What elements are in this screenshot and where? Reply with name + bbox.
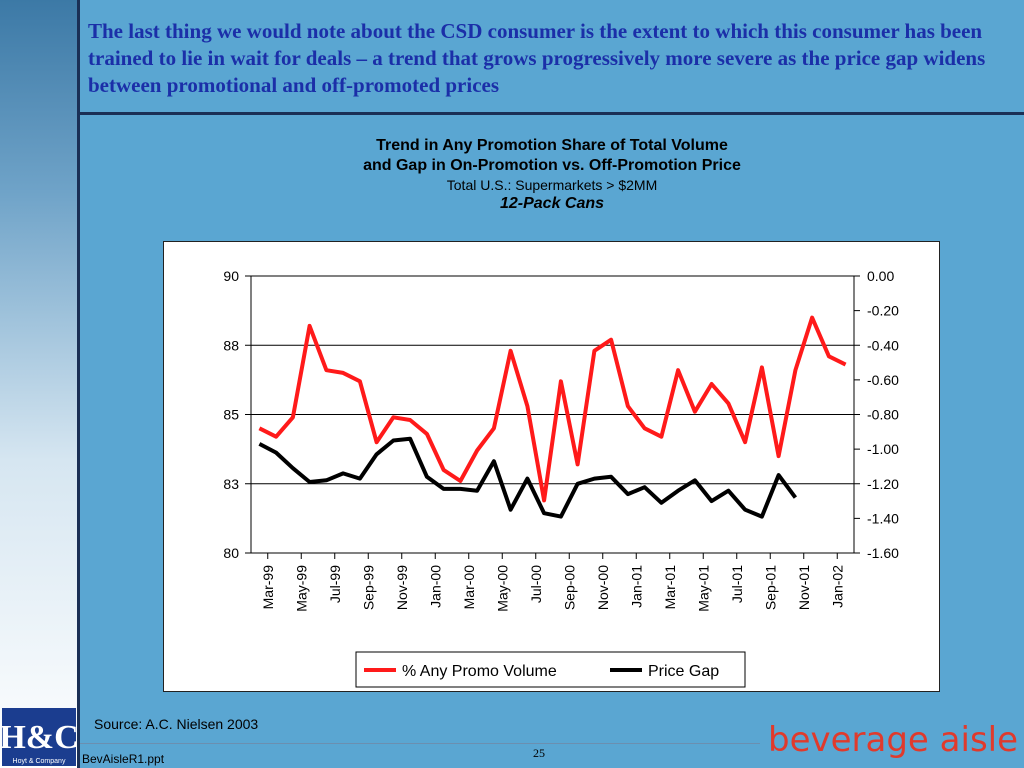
legend-label-promo: % Any Promo Volume bbox=[402, 663, 557, 680]
x-axis-label: Sep-99 bbox=[360, 565, 376, 610]
price-gap-line bbox=[258, 436, 798, 519]
x-axis-label: Mar-01 bbox=[662, 565, 678, 610]
footer-filename: BevAisleR1.ppt bbox=[82, 752, 165, 766]
x-axis-label: Jul-01 bbox=[729, 565, 745, 603]
x-axis-label: Jan-02 bbox=[829, 565, 845, 608]
right-axis-label: -1.60 bbox=[867, 545, 899, 561]
x-axis-label: Nov-00 bbox=[595, 565, 611, 610]
slide-headline: The last thing we would note about the C… bbox=[88, 19, 986, 97]
right-axis-label: -0.40 bbox=[867, 337, 899, 353]
right-axis-label: -1.40 bbox=[867, 510, 899, 526]
chart-title: Trend in Any Promotion Share of Total Vo… bbox=[376, 137, 728, 154]
x-axis-label: Jan-00 bbox=[427, 565, 443, 608]
left-axis-label: 90 bbox=[223, 268, 239, 284]
legend-box bbox=[355, 651, 746, 688]
x-axis-label: Jan-01 bbox=[628, 565, 644, 608]
logo-letters: H&C bbox=[2, 719, 76, 756]
right-axis-label: -1.00 bbox=[867, 441, 899, 457]
x-axis-label: May-01 bbox=[695, 565, 711, 612]
promo-volume-line bbox=[258, 315, 847, 503]
right-axis-label: -0.20 bbox=[867, 303, 899, 319]
legend-label-gap: Price Gap bbox=[648, 663, 719, 680]
x-axis-label: Nov-01 bbox=[796, 565, 812, 610]
x-axis-label: Sep-00 bbox=[561, 565, 577, 610]
left-axis-label: 80 bbox=[223, 545, 239, 561]
right-axis-label: -0.60 bbox=[867, 372, 899, 388]
beverage-aisle-logo: beverage aisle bbox=[768, 720, 1019, 760]
chart-title-line2: and Gap in On-Promotion vs. Off-Promotio… bbox=[363, 157, 741, 174]
x-axis-label: Jul-00 bbox=[528, 565, 544, 603]
left-axis-label: 85 bbox=[223, 407, 239, 423]
left-axis-label: 88 bbox=[223, 337, 239, 353]
right-axis-label: -1.20 bbox=[867, 476, 899, 492]
x-axis-label: May-00 bbox=[494, 565, 510, 612]
left-divider bbox=[77, 0, 80, 768]
header-divider bbox=[80, 112, 1024, 115]
logo-subtext: Hoyt & Company bbox=[13, 758, 66, 765]
x-axis-label: May-99 bbox=[293, 565, 309, 612]
x-axis-label: Jul-99 bbox=[327, 565, 343, 603]
x-axis-label: Sep-01 bbox=[762, 565, 778, 610]
chart-subtitle: Total U.S.: Supermarkets > $2MM bbox=[446, 177, 658, 193]
x-axis-label: Nov-99 bbox=[394, 565, 410, 610]
right-axis-label: -0.80 bbox=[867, 407, 899, 423]
x-axis-label: Mar-00 bbox=[461, 565, 477, 610]
chart-subtitle-italic: 12-Pack Cans bbox=[499, 195, 605, 212]
left-gradient-bar bbox=[0, 0, 77, 768]
chart-titles: Trend in Any Promotion Share of Total Vo… bbox=[80, 136, 1024, 214]
chart-container: 90 88 85 83 80 0.00 -0.20 -0.40 -0.60 -0.80 -1.00 -… bbox=[163, 241, 940, 692]
footer-divider bbox=[80, 743, 760, 744]
hoyt-company-logo: H&C Hoyt & Company bbox=[2, 708, 76, 766]
page-number: 25 bbox=[533, 746, 545, 760]
x-axis-label: Mar-99 bbox=[260, 565, 276, 610]
left-axis-label: 83 bbox=[223, 476, 239, 492]
source-note: Source: A.C. Nielsen 2003 bbox=[94, 716, 259, 732]
right-axis-label: 0.00 bbox=[867, 268, 894, 284]
line-chart: 90 88 85 83 80 0.00 -0.20 -0.40 -0.60 -0.80 -1.00 -… bbox=[223, 268, 899, 688]
